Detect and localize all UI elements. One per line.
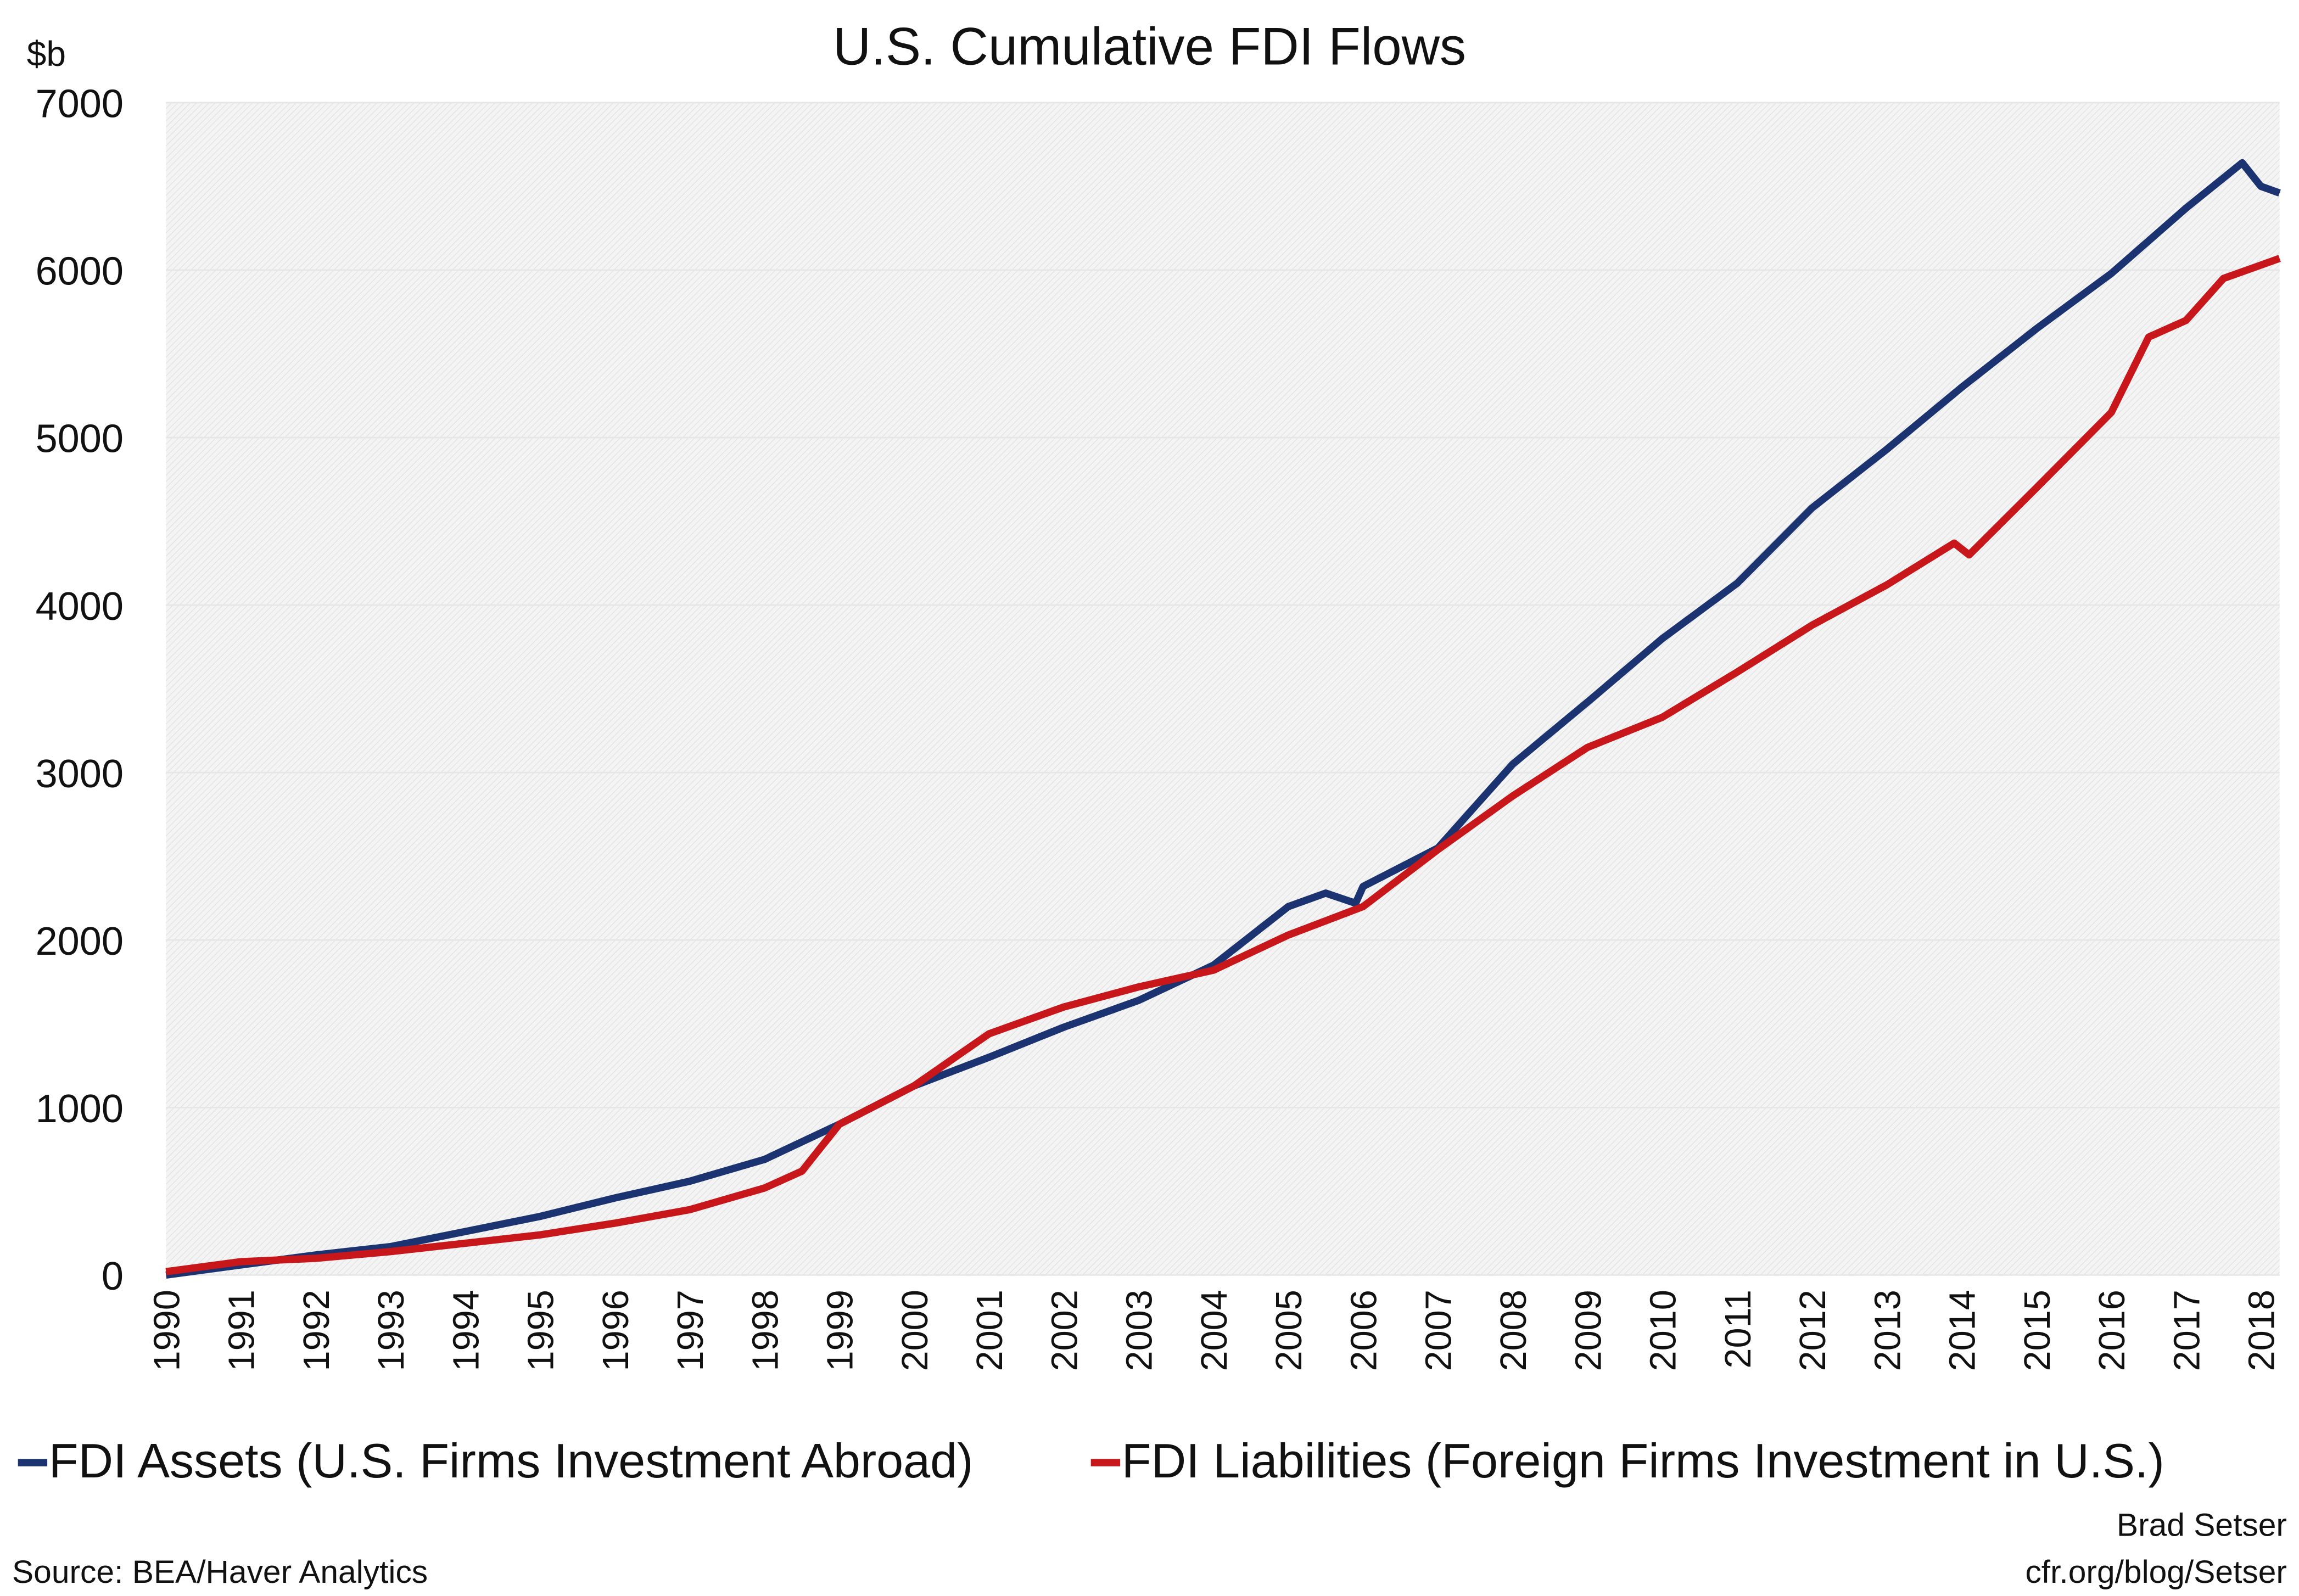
x-tick-label: 2006 — [1344, 1290, 1384, 1371]
x-tick-label: 1999 — [820, 1290, 861, 1371]
x-tick-label: 2014 — [1943, 1290, 1983, 1371]
legend-label-liabilities: FDI Liabilities (Foreign Firms Investmen… — [1122, 1433, 2164, 1488]
x-tick-label: 1995 — [521, 1290, 562, 1371]
x-tick-label: 2013 — [1867, 1290, 1908, 1371]
x-tick-label: 2001 — [970, 1290, 1010, 1371]
source-url: cfr.org/blog/Setser — [2025, 1554, 2287, 1590]
legend: FDI Assets (U.S. Firms Investment Abroad… — [18, 1433, 2164, 1488]
y-tick-label: 7000 — [36, 82, 124, 126]
plot-area — [166, 102, 2280, 1275]
x-tick-label: 1992 — [297, 1290, 337, 1371]
y-tick-label: 1000 — [36, 1087, 124, 1131]
x-tick-label: 1996 — [596, 1290, 636, 1371]
y-axis-unit-label: $b — [27, 34, 66, 74]
x-tick-label: 1997 — [670, 1290, 711, 1371]
x-tick-label: 2008 — [1493, 1290, 1534, 1371]
x-tick-label: 1991 — [222, 1290, 262, 1371]
x-tick-label: 2003 — [1120, 1290, 1160, 1371]
x-tick-label: 2017 — [2167, 1290, 2207, 1371]
x-tick-label: 2010 — [1643, 1290, 1684, 1371]
series-line-fdi-liabilities — [165, 255, 2281, 1275]
x-tick-label: 1990 — [147, 1290, 187, 1371]
y-tick-label: 4000 — [36, 585, 124, 629]
author-credit: Brad Setser — [2117, 1508, 2287, 1543]
x-tick-label: 2005 — [1269, 1290, 1310, 1371]
x-tick-label: 2007 — [1419, 1290, 1459, 1371]
x-tick-label: 2018 — [2242, 1290, 2283, 1371]
x-tick-label: 2012 — [1793, 1290, 1833, 1371]
x-tick-label: 2015 — [2017, 1290, 2058, 1371]
y-tick-label: 0 — [102, 1255, 124, 1298]
x-tick-label: 2009 — [1568, 1290, 1609, 1371]
x-tick-label: 1993 — [371, 1290, 412, 1371]
series-line-fdi-assets — [165, 159, 2281, 1279]
x-tick-label: 2016 — [2092, 1290, 2133, 1371]
x-tick-label: 2000 — [895, 1290, 936, 1371]
x-tick-label: 2011 — [1718, 1290, 1759, 1368]
legend-label-assets: FDI Assets (U.S. Firms Investment Abroad… — [49, 1433, 974, 1488]
y-tick-label: 3000 — [36, 752, 124, 796]
y-tick-label: 2000 — [36, 920, 124, 964]
y-tick-label: 5000 — [36, 417, 124, 461]
x-tick-label: 1998 — [745, 1290, 786, 1371]
x-tick-label: 2002 — [1044, 1290, 1085, 1371]
source-note: Source: BEA/Haver Analytics — [12, 1554, 428, 1590]
x-tick-label: 1994 — [446, 1290, 486, 1371]
y-tick-label: 6000 — [36, 250, 124, 294]
x-tick-label: 2004 — [1194, 1290, 1235, 1371]
chart-title: U.S. Cumulative FDI Flows — [833, 17, 1466, 76]
